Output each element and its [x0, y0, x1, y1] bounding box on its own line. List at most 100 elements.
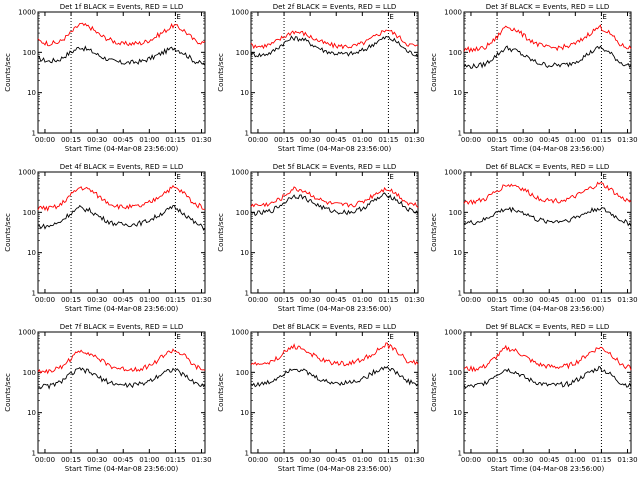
x-tick-label: 01:30 [191, 456, 211, 464]
plot-frame [463, 171, 632, 294]
x-tick-label: 00:45 [326, 296, 346, 304]
panel-chart: Det 4f BLACK = Events, RED = LLD 1 10 100 10… [4, 163, 212, 313]
x-tick-label: 01:30 [404, 456, 424, 464]
x-tick-label: 00:45 [113, 136, 133, 144]
x-tick-label: 01:00 [352, 296, 372, 304]
lld-series-line [250, 342, 419, 367]
x-tick-label: 00:30 [300, 136, 320, 144]
y-tick-label: 1000 [18, 9, 36, 17]
x-tick-label: 00:00 [461, 456, 481, 464]
panel-chart: Det 2f BLACK = Events, RED = LLD 1 10 100 10… [217, 3, 425, 153]
y-tick-label: 1 [32, 450, 36, 458]
y-tick-label: 100 [449, 209, 462, 217]
x-tick-label: 00:15 [274, 136, 294, 144]
x-tick-label: 01:15 [165, 456, 185, 464]
x-tick-label: 00:45 [539, 296, 559, 304]
events-series-line [250, 192, 419, 217]
y-tick-label: 10 [240, 249, 249, 257]
x-tick-label: 01:00 [565, 296, 585, 304]
marker-label: E [176, 13, 180, 21]
x-tick-label: 00:30 [513, 136, 533, 144]
x-tick-label: 01:30 [617, 456, 637, 464]
x-tick-label: 01:00 [139, 296, 159, 304]
x-tick-label: 01:15 [378, 456, 398, 464]
x-tick-label: 00:30 [87, 136, 107, 144]
x-tick-label: 00:00 [35, 456, 55, 464]
detector-panel-3: Det 3f BLACK = Events, RED = LLD 1 10 100 10… [426, 0, 639, 160]
x-tick-label: 01:15 [591, 296, 611, 304]
y-tick-label: 1000 [444, 329, 462, 337]
x-tick-label: 00:00 [35, 296, 55, 304]
y-axis-label: Counts/sec [4, 213, 12, 252]
y-tick-label: 100 [236, 49, 249, 57]
y-axis-label: Counts/sec [217, 53, 225, 92]
panel-title: Det 8f BLACK = Events, RED = LLD [273, 323, 396, 331]
plot-frame [37, 331, 206, 454]
y-tick-label: 1000 [231, 329, 249, 337]
x-tick-label: 01:15 [165, 136, 185, 144]
lld-series-line [463, 344, 632, 373]
y-tick-label: 100 [236, 369, 249, 377]
y-tick-label: 1000 [18, 169, 36, 177]
x-tick-label: 00:00 [35, 136, 55, 144]
marker-label: E [389, 173, 393, 181]
y-tick-label: 1000 [18, 329, 36, 337]
plot-frame [37, 171, 206, 294]
marker-label: E [176, 173, 180, 181]
y-tick-label: 100 [449, 369, 462, 377]
panel-title: Det 2f BLACK = Events, RED = LLD [273, 3, 396, 11]
marker-label: E [602, 173, 606, 181]
x-tick-label: 00:15 [487, 456, 507, 464]
x-tick-label: 00:30 [513, 456, 533, 464]
x-axis-label: Start Time (04-Mar-08 23:56:00) [491, 465, 605, 473]
x-axis-label: Start Time (04-Mar-08 23:56:00) [278, 145, 392, 153]
plot-frame [250, 331, 419, 454]
detector-panel-9: Det 9f BLACK = Events, RED = LLD 1 10 100 10… [426, 320, 639, 480]
y-tick-label: 10 [27, 409, 36, 417]
lld-series-line [37, 348, 206, 375]
detector-panel-4: Det 4f BLACK = Events, RED = LLD 1 10 100 10… [0, 160, 213, 320]
panel-chart: Det 3f BLACK = Events, RED = LLD 1 10 100 10… [430, 3, 638, 153]
events-series-line [37, 367, 206, 390]
y-tick-label: 10 [27, 249, 36, 257]
x-tick-label: 00:15 [61, 136, 81, 144]
y-tick-label: 10 [27, 89, 36, 97]
x-tick-label: 00:45 [113, 456, 133, 464]
y-tick-label: 10 [240, 409, 249, 417]
plot-frame [250, 171, 419, 294]
y-axis-label: Counts/sec [430, 53, 438, 92]
y-tick-label: 100 [236, 209, 249, 217]
x-tick-label: 01:15 [378, 296, 398, 304]
x-tick-label: 00:30 [300, 296, 320, 304]
y-tick-label: 1 [458, 290, 462, 298]
y-tick-label: 1 [458, 130, 462, 138]
x-tick-label: 00:45 [326, 456, 346, 464]
plot-frame [37, 11, 206, 134]
panel-title: Det 7f BLACK = Events, RED = LLD [60, 323, 183, 331]
x-tick-label: 00:15 [487, 296, 507, 304]
x-tick-label: 00:15 [487, 136, 507, 144]
y-axis-label: Counts/sec [217, 213, 225, 252]
y-tick-label: 10 [453, 249, 462, 257]
lld-series-line [463, 24, 632, 54]
y-tick-label: 1 [245, 290, 249, 298]
x-tick-label: 00:15 [274, 456, 294, 464]
y-tick-label: 1 [245, 450, 249, 458]
x-tick-label: 01:15 [378, 136, 398, 144]
events-series-line [250, 35, 419, 58]
panel-title: Det 1f BLACK = Events, RED = LLD [60, 3, 183, 11]
lld-series-line [250, 186, 419, 208]
y-axis-label: Counts/sec [217, 373, 225, 412]
marker-label: E [176, 333, 180, 341]
y-tick-label: 100 [449, 49, 462, 57]
y-tick-label: 10 [453, 89, 462, 97]
events-series-line [37, 45, 206, 66]
x-tick-label: 01:30 [404, 296, 424, 304]
lld-series-line [463, 181, 632, 206]
y-axis-label: Counts/sec [430, 213, 438, 252]
x-tick-label: 00:00 [248, 136, 268, 144]
detector-panel-1: Det 1f BLACK = Events, RED = LLD 1 10 100 10… [0, 0, 213, 160]
events-series-line [463, 206, 632, 227]
panel-chart: Det 7f BLACK = Events, RED = LLD 1 10 100 10… [4, 323, 212, 473]
